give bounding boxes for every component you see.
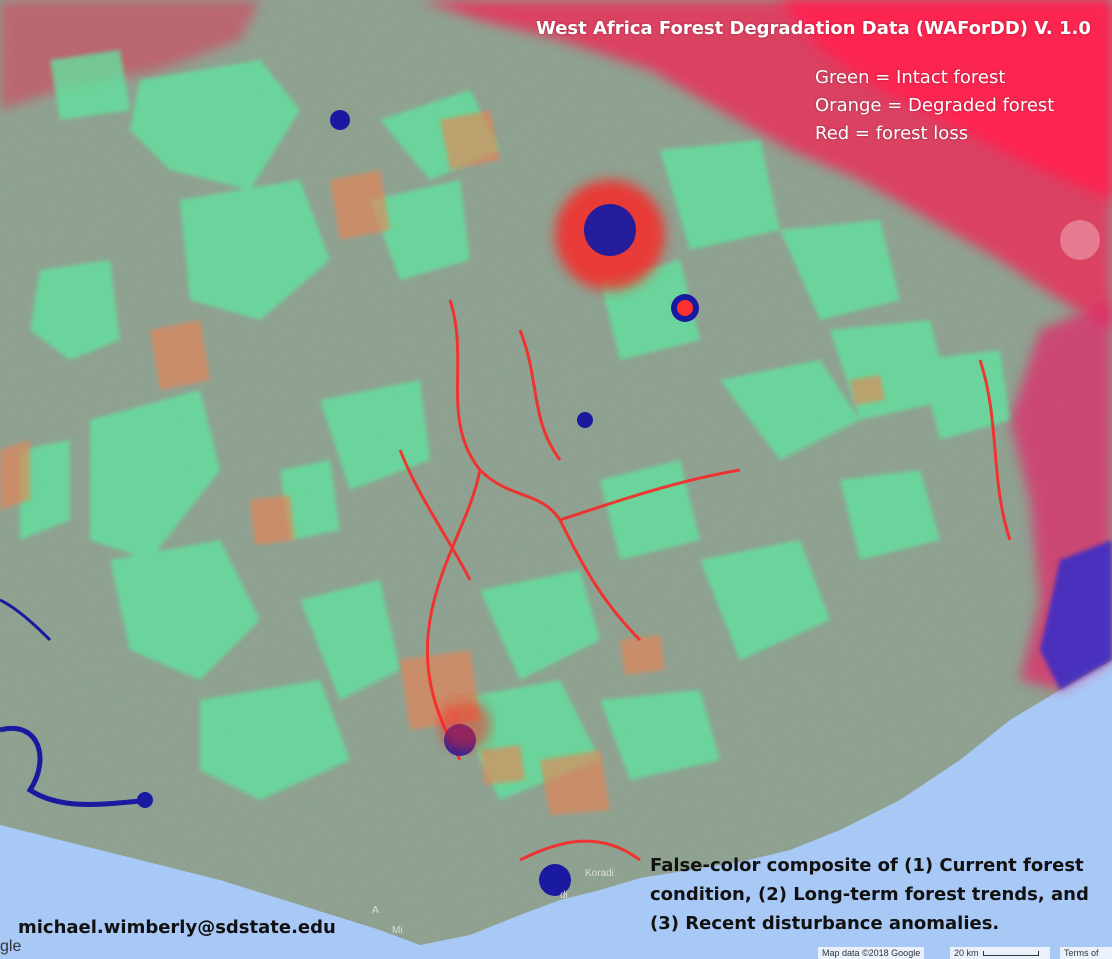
map-caption: False-color composite of (1) Current for…	[650, 851, 1089, 938]
degraded-forest-patches	[0, 110, 885, 815]
map-title: West Africa Forest Degradation Data (WAF…	[536, 18, 1091, 39]
google-logo-fragment: gle	[0, 938, 22, 955]
caption-line-1: False-color composite of (1) Current for…	[650, 855, 1084, 876]
scale-label: 20 km	[954, 948, 979, 958]
place-label-koradi: Koradi	[585, 868, 614, 879]
legend-item-degraded: Orange = Degraded forest	[815, 95, 1055, 116]
intact-forest-patches	[20, 50, 1010, 800]
map-data-attribution[interactable]: Map data ©2018 Google	[818, 947, 925, 959]
map-scale[interactable]: 20 km	[950, 947, 1050, 959]
caption-line-3: (3) Recent disturbance anomalies.	[650, 913, 1000, 934]
place-label-mi: Mi	[392, 925, 403, 936]
scale-bar	[982, 951, 1039, 957]
legend-item-intact: Green = Intact forest	[815, 67, 1006, 88]
urban-areas	[137, 110, 1100, 896]
legend: Green = Intact forest Orange = Degraded …	[815, 64, 1054, 148]
caption-line-2: condition, (2) Long-term forest trends, …	[650, 884, 1089, 905]
place-label-di: di	[560, 890, 568, 901]
place-label-a: A	[372, 905, 379, 916]
terms-link[interactable]: Terms of Use	[1060, 947, 1112, 959]
contact-email: michael.wimberly@sdstate.edu	[18, 917, 336, 938]
legend-item-loss: Red = forest loss	[815, 123, 969, 144]
